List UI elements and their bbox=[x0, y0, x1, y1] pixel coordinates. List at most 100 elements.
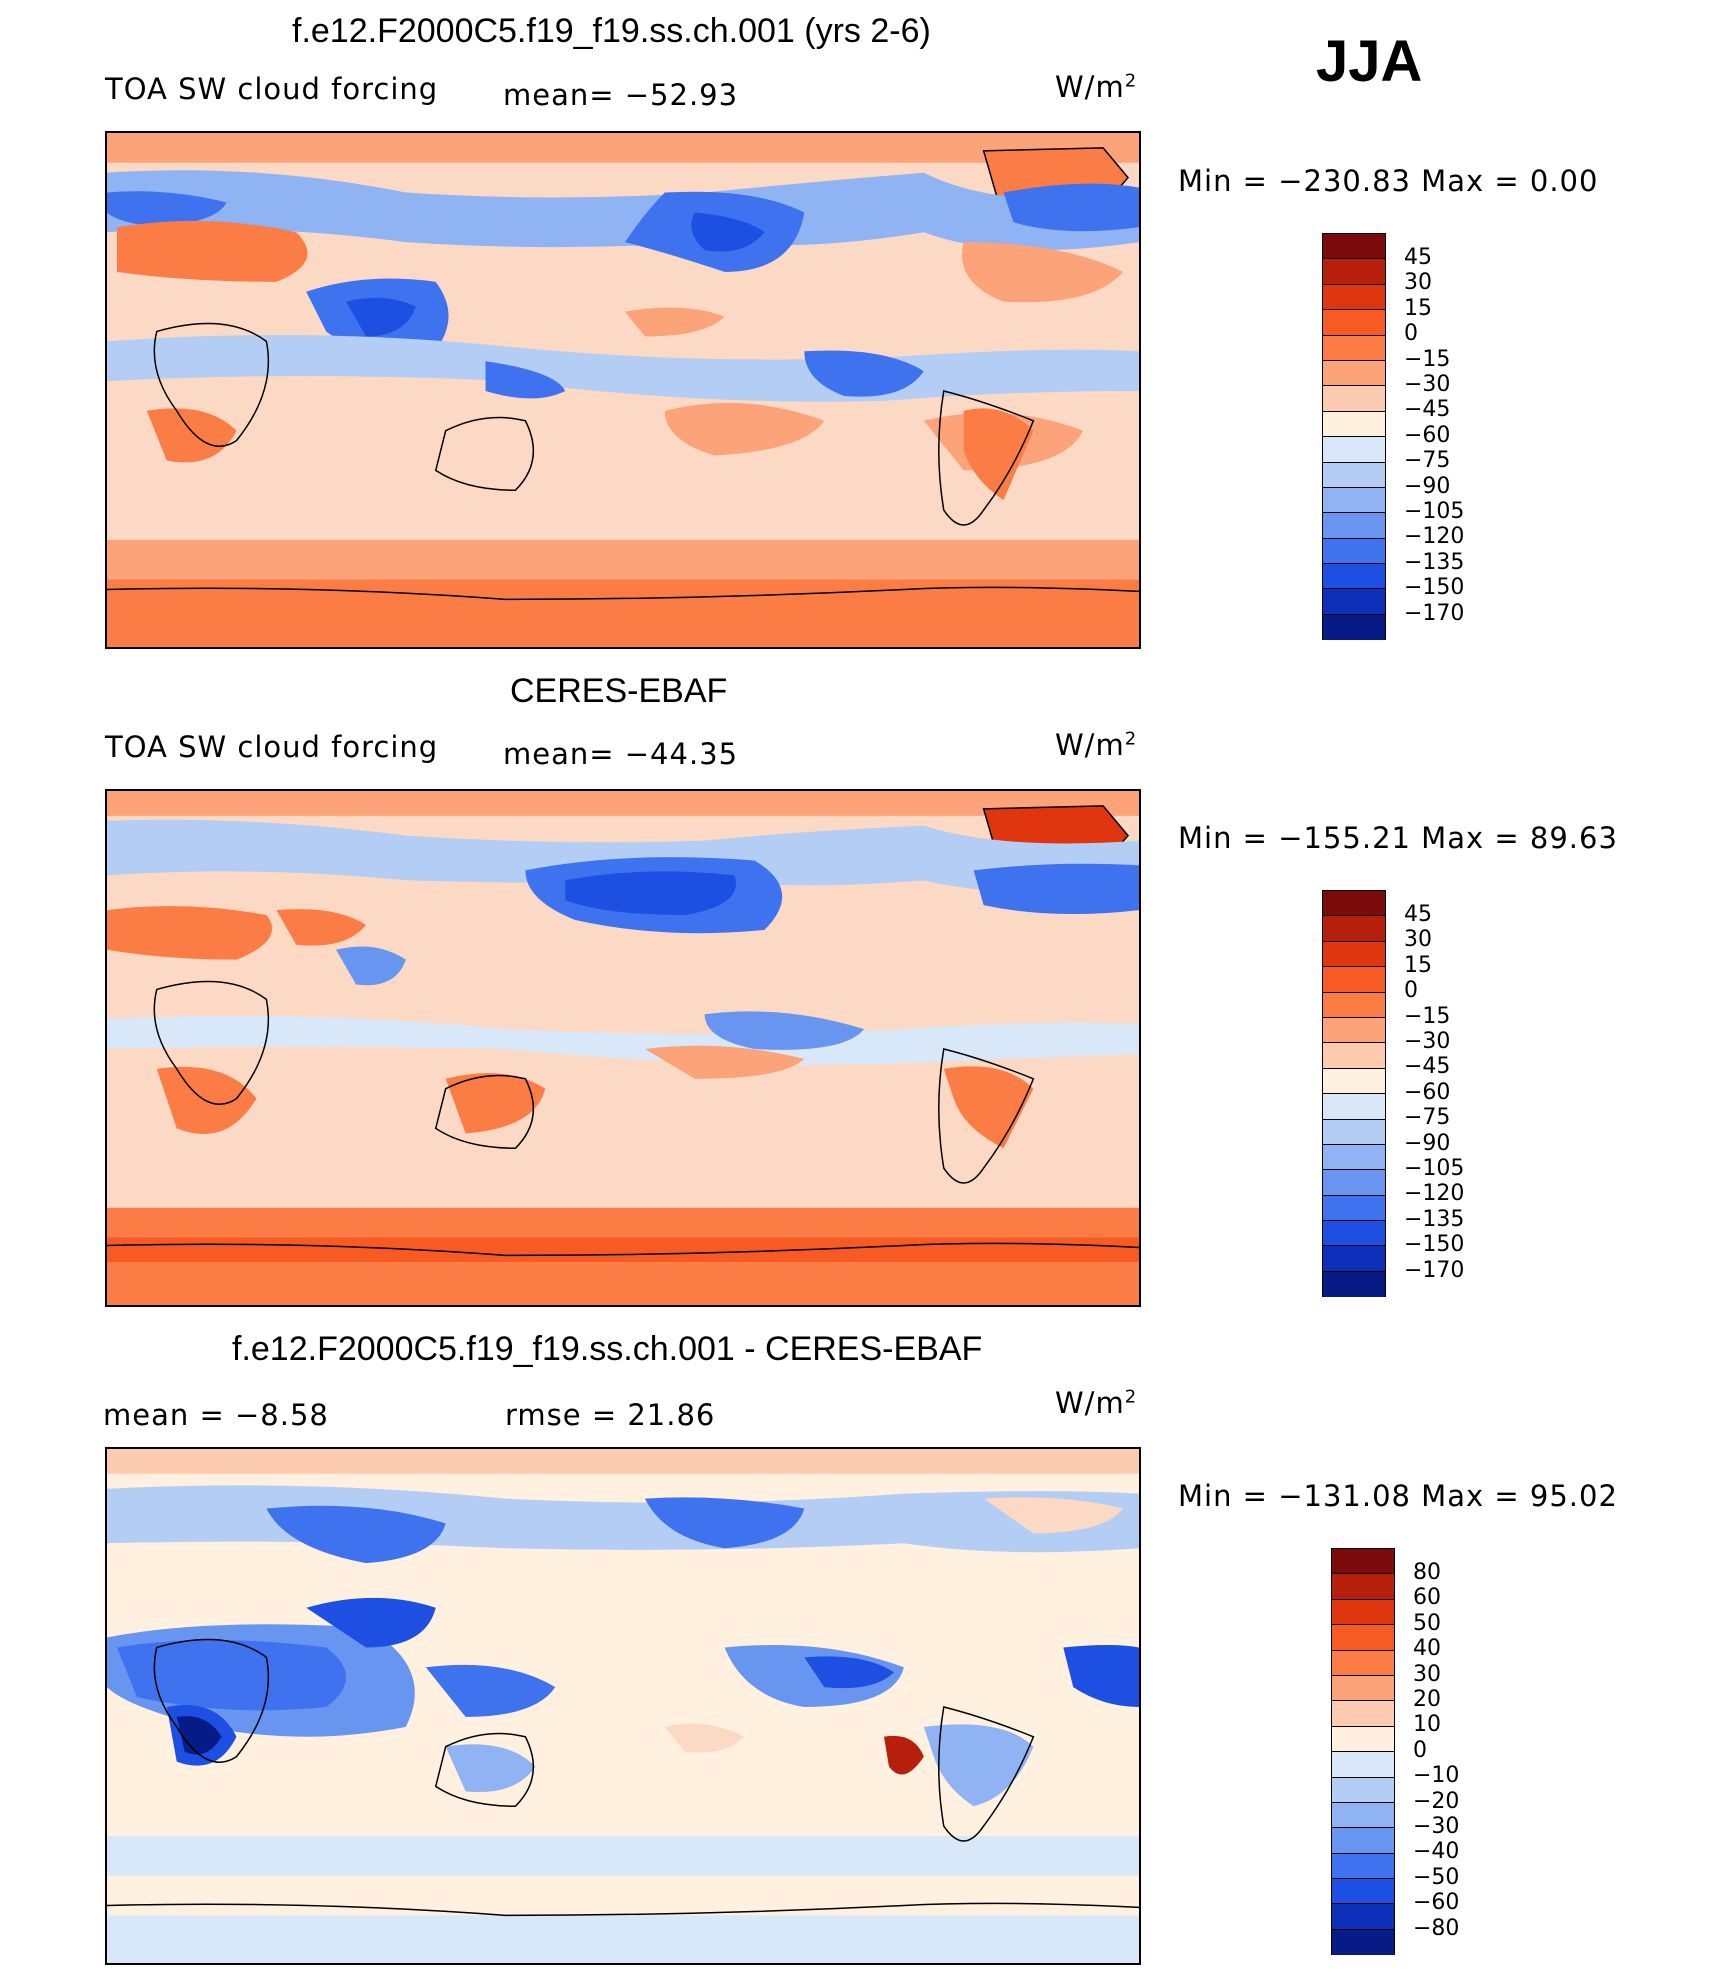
p2-tick: −135 bbox=[1404, 1206, 1465, 1232]
p2-swatch bbox=[1323, 992, 1385, 1018]
p3-swatch bbox=[1332, 1599, 1394, 1626]
p3-swatch bbox=[1332, 1701, 1394, 1727]
p1-tick: 15 bbox=[1404, 295, 1432, 321]
p2-tick: 15 bbox=[1404, 952, 1432, 978]
panel-2-colorbar-ticks: 45 30 15 0 −15 −30 −45 −60 −75 −90 −105 … bbox=[1404, 902, 1464, 1283]
p1-tick: −30 bbox=[1404, 372, 1451, 398]
panel-1-field-label: TOA SW cloud forcing bbox=[105, 72, 439, 106]
panel-3-units: W/m2 bbox=[1055, 1386, 1137, 1420]
panel-3-map bbox=[105, 1447, 1141, 1965]
panel-2-units-base: W/m bbox=[1055, 728, 1125, 762]
p3-tick: 80 bbox=[1413, 1560, 1441, 1585]
p3-tick: 30 bbox=[1413, 1661, 1441, 1687]
p1-swatch bbox=[1323, 564, 1385, 590]
p1-swatch bbox=[1323, 310, 1385, 336]
panel-1-units: W/m2 bbox=[1055, 70, 1137, 104]
p2-tick: −60 bbox=[1404, 1079, 1451, 1105]
panel-3-map-svg bbox=[107, 1449, 1139, 1963]
panel-2-title: CERES-EBAF bbox=[510, 672, 728, 710]
p1-tick: 45 bbox=[1404, 245, 1432, 270]
p3-tick: −10 bbox=[1413, 1763, 1460, 1789]
p2-swatch bbox=[1323, 967, 1385, 993]
panel-3-units-base: W/m bbox=[1055, 1386, 1125, 1420]
p1-tick: −60 bbox=[1404, 422, 1451, 448]
p2-tick: −170 bbox=[1404, 1257, 1465, 1283]
panel-1-mean-label: mean= −52.93 bbox=[503, 78, 739, 112]
p1-swatch bbox=[1323, 411, 1385, 438]
panel-2-map bbox=[105, 789, 1141, 1307]
p1-tick: −170 bbox=[1404, 600, 1465, 626]
p1-tick: −15 bbox=[1404, 346, 1451, 372]
p3-tick: −30 bbox=[1413, 1814, 1460, 1840]
p1-tick: 30 bbox=[1404, 270, 1432, 296]
p2-swatch bbox=[1323, 1170, 1385, 1196]
p1-swatch bbox=[1323, 487, 1385, 514]
p1-tick: −90 bbox=[1404, 473, 1451, 499]
panel-3-minmax: Min = −131.08 Max = 95.02 bbox=[1178, 1479, 1618, 1513]
p3-swatch bbox=[1332, 1650, 1394, 1676]
p1-swatch bbox=[1323, 386, 1385, 412]
p3-swatch bbox=[1332, 1675, 1394, 1702]
p3-tick: −40 bbox=[1413, 1839, 1460, 1865]
panel-3-title: f.e12.F2000C5.f19_f19.ss.ch.001 - CERES-… bbox=[232, 1330, 983, 1368]
panel-3-mean-label: mean = −8.58 bbox=[103, 1398, 329, 1432]
season-label: JJA bbox=[1316, 29, 1423, 94]
p2-tick: 0 bbox=[1404, 978, 1418, 1004]
p2-swatch bbox=[1323, 1144, 1385, 1171]
p3-tick: −50 bbox=[1413, 1864, 1460, 1890]
p3-swatch bbox=[1332, 1726, 1394, 1753]
panel-1-units-base: W/m bbox=[1055, 70, 1125, 104]
p1-swatch bbox=[1323, 614, 1385, 641]
p3-swatch bbox=[1332, 1879, 1394, 1905]
p3-tick: 20 bbox=[1413, 1687, 1441, 1713]
p2-swatch bbox=[1323, 1195, 1385, 1222]
p1-tick: −105 bbox=[1404, 499, 1465, 525]
p2-tick: −105 bbox=[1404, 1156, 1465, 1182]
panel-3-units-sup: 2 bbox=[1124, 1386, 1138, 1408]
p1-swatch bbox=[1323, 284, 1385, 311]
panel-1-map-svg bbox=[107, 133, 1139, 647]
p1-swatch bbox=[1323, 589, 1385, 615]
p2-tick: −75 bbox=[1404, 1105, 1451, 1131]
p1-swatch bbox=[1323, 437, 1385, 463]
p2-swatch bbox=[1323, 1119, 1385, 1145]
p1-swatch bbox=[1323, 462, 1385, 488]
p3-swatch bbox=[1332, 1549, 1394, 1575]
panel-1-colorbar bbox=[1322, 233, 1386, 641]
panel-2-field-label: TOA SW cloud forcing bbox=[105, 730, 439, 764]
panel-1-minmax: Min = −230.83 Max = 0.00 bbox=[1178, 164, 1599, 198]
p2-tick: 30 bbox=[1404, 927, 1432, 953]
panel-2-mean-label: mean= −44.35 bbox=[503, 737, 739, 771]
p2-swatch bbox=[1323, 1094, 1385, 1120]
p1-swatch bbox=[1323, 360, 1385, 387]
p1-tick: −75 bbox=[1404, 448, 1451, 474]
panel-2-units-sup: 2 bbox=[1124, 728, 1138, 750]
p2-swatch bbox=[1323, 1271, 1385, 1298]
p2-tick: −120 bbox=[1404, 1181, 1465, 1207]
p3-tick: 40 bbox=[1413, 1636, 1441, 1662]
panel-1-units-sup: 2 bbox=[1124, 70, 1138, 92]
p3-swatch bbox=[1332, 1904, 1394, 1930]
p2-tick: −15 bbox=[1404, 1003, 1451, 1029]
p1-swatch bbox=[1323, 234, 1385, 260]
p2-swatch bbox=[1323, 1017, 1385, 1044]
p1-tick: −150 bbox=[1404, 575, 1465, 601]
p1-tick: −120 bbox=[1404, 524, 1465, 550]
panel-3-colorbar bbox=[1331, 1548, 1395, 1956]
p2-swatch bbox=[1323, 1068, 1385, 1095]
p3-swatch bbox=[1332, 1853, 1394, 1880]
p1-swatch bbox=[1323, 335, 1385, 361]
p3-swatch bbox=[1332, 1929, 1394, 1956]
p3-tick: 0 bbox=[1413, 1737, 1427, 1763]
p2-tick: −30 bbox=[1404, 1029, 1451, 1055]
p1-swatch bbox=[1323, 513, 1385, 539]
p2-swatch bbox=[1323, 1221, 1385, 1247]
p2-tick: −150 bbox=[1404, 1232, 1465, 1258]
p3-tick: −20 bbox=[1413, 1788, 1460, 1814]
p3-swatch bbox=[1332, 1574, 1394, 1600]
p3-tick: −80 bbox=[1413, 1915, 1460, 1941]
p3-swatch bbox=[1332, 1802, 1394, 1829]
panel-2-colorbar bbox=[1322, 890, 1386, 1298]
panel-1-title: f.e12.F2000C5.f19_f19.ss.ch.001 (yrs 2-6… bbox=[292, 12, 931, 50]
p1-tick: −45 bbox=[1404, 397, 1451, 423]
